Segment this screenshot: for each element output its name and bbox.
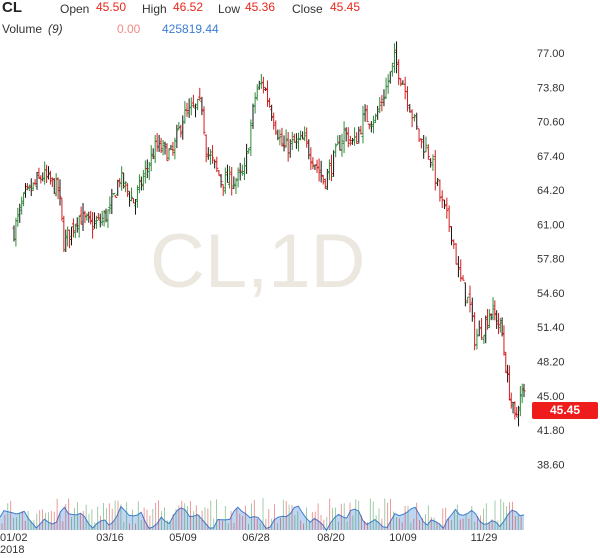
close-label: Close — [292, 2, 323, 16]
volume-value-b: 425819.44 — [162, 22, 219, 36]
y-tick-label: 51.40 — [537, 322, 565, 334]
volume-period: (9) — [48, 22, 63, 36]
quote-header: CL Open 45.50 High 46.52 Low 45.36 Close… — [0, 0, 600, 40]
symbol-label: CL — [2, 0, 22, 16]
x-tick-label: 01/02 — [0, 532, 28, 544]
y-tick-label: 77.00 — [537, 48, 565, 60]
x-tick-label: 08/20 — [317, 532, 345, 544]
y-tick-label: 70.60 — [537, 117, 565, 129]
y-tick-label: 54.60 — [537, 288, 565, 300]
x-tick-label: 05/09 — [169, 532, 197, 544]
x-tick-label: 03/16 — [96, 532, 124, 544]
y-tick-label: 73.80 — [537, 82, 565, 94]
x-tick-label: 10/09 — [389, 532, 417, 544]
candles-layer — [12, 41, 526, 427]
open-label: Open — [60, 2, 90, 16]
high-value: 46.52 — [173, 0, 204, 14]
y-tick-label: 48.20 — [537, 357, 565, 369]
y-tick-label: 38.60 — [537, 459, 565, 471]
last-price-tag: 45.45 — [532, 402, 598, 419]
y-tick-label: 45.00 — [537, 391, 565, 403]
x-year-label: 2018 — [0, 544, 24, 556]
volume-area — [0, 506, 524, 531]
y-tick-label: 64.20 — [537, 185, 565, 197]
x-tick-label: 06/28 — [242, 532, 270, 544]
x-tick-label: 11/29 — [471, 532, 498, 544]
y-tick-label: 61.00 — [537, 219, 565, 231]
close-value: 45.45 — [330, 0, 361, 14]
low-label: Low — [218, 2, 241, 16]
low-value: 45.36 — [245, 0, 276, 14]
volume-layer — [0, 498, 525, 532]
volume-label: Volume — [2, 22, 43, 36]
volume-value-a: 0.00 — [117, 22, 141, 36]
y-tick-label: 57.80 — [537, 254, 565, 266]
y-tick-label: 67.40 — [537, 151, 565, 163]
y-axis: 77.00 73.80 70.60 67.40 64.20 61.00 57.80 54.60… — [537, 48, 565, 471]
y-tick-label: 41.80 — [537, 425, 565, 437]
x-axis: 01/02 03/16 05/09 06/28 08/20 10/09 11/29 2018 — [0, 532, 497, 556]
high-label: High — [142, 2, 167, 16]
open-value: 45.50 — [96, 0, 127, 14]
